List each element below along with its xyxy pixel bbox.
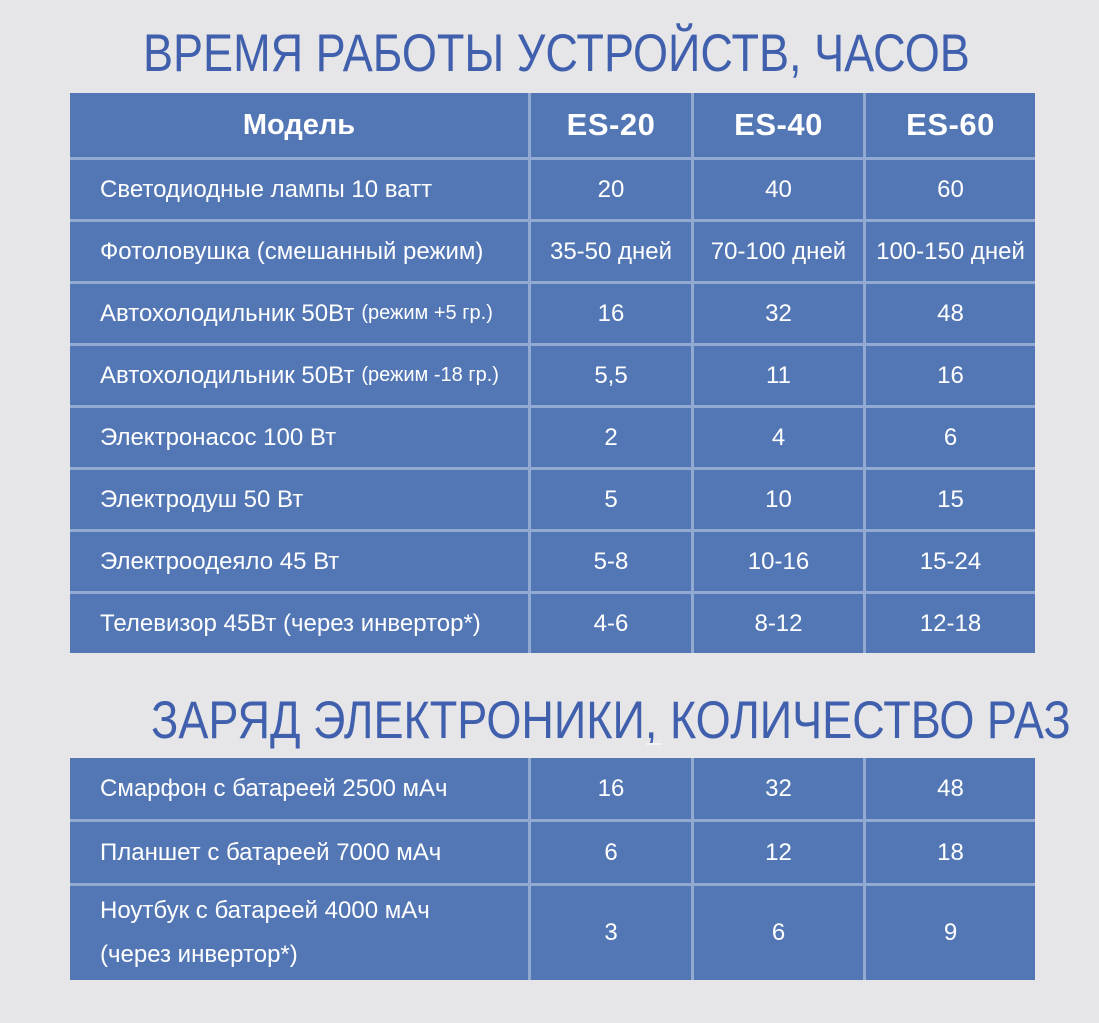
- charge-table-title: ЗАРЯД ЭЛЕКТРОНИКИ, КОЛИЧЕСТВО РАЗ: [70, 693, 1071, 749]
- device-label-note: (режим +5 гр.): [361, 302, 493, 324]
- runtime-value-es20: 5: [531, 470, 691, 529]
- runtime-value-es40: 4: [694, 408, 863, 467]
- header-model-cell: Модель: [70, 93, 528, 157]
- device-label: Планшет с батареей 7000 мАч: [70, 822, 528, 883]
- charge-table-title-text: ЗАРЯД ЭЛЕКТРОНИКИ, КОЛИЧЕСТВО РАЗ: [151, 691, 1071, 750]
- runtime-table-title: ВРЕМЯ РАБОТЫ УСТРОЙСТВ, ЧАСОВ: [70, 26, 1035, 82]
- device-label-note: (режим -18 гр.): [361, 364, 499, 386]
- runtime-value-es60: 16: [866, 346, 1035, 405]
- charge-table: Смарфон с батареей 2500 мАч 16 32 48 Пла…: [70, 758, 1035, 980]
- runtime-value-es60: 15: [866, 470, 1035, 529]
- runtime-value-es60: 48: [866, 284, 1035, 343]
- runtime-value-es20: 2: [531, 408, 691, 467]
- charge-value-es40: 32: [694, 758, 863, 819]
- runtime-value-es20: 4-6: [531, 594, 691, 653]
- runtime-value-es40: 8-12: [694, 594, 863, 653]
- device-label-text: Фотоловушка (смешанный режим): [100, 237, 484, 265]
- device-label-text: Ноутбук с батареей 4000 мАч: [100, 897, 430, 924]
- device-label-text: Светодиодные лампы 10 ватт: [100, 175, 433, 203]
- charge-value-es60: 48: [866, 758, 1035, 819]
- runtime-value-es20: 35-50 дней: [531, 222, 691, 281]
- device-label-text: Телевизор 45Вт (через инвертор*): [100, 609, 481, 637]
- device-label-text: Электроодеяло 45 Вт: [100, 547, 340, 575]
- device-label: Ноутбук с батареей 4000 мАч (через инвер…: [70, 886, 528, 980]
- runtime-value-es40: 32: [694, 284, 863, 343]
- device-label-subtext: (через инвертор*): [100, 941, 298, 968]
- runtime-value-es40: 10-16: [694, 532, 863, 591]
- content-column: ВРЕМЯ РАБОТЫ УСТРОЙСТВ, ЧАСОВ Модель ES-…: [70, 0, 1071, 980]
- header-es20-cell: ES-20: [531, 93, 691, 157]
- device-label: Электродуш 50 Вт: [70, 470, 528, 529]
- runtime-value-es20: 5-8: [531, 532, 691, 591]
- device-label-text: Автохолодильник 50Вт: [100, 299, 355, 327]
- runtime-value-es20: 5,5: [531, 346, 691, 405]
- device-label-text: Смарфон с батареей 2500 мАч: [100, 774, 448, 802]
- runtime-value-es60: 100-150 дней: [866, 222, 1035, 281]
- charge-value-es40: 12: [694, 822, 863, 883]
- device-label: Автохолодильник 50Вт (режим +5 гр.): [70, 284, 528, 343]
- device-label: Светодиодные лампы 10 ватт: [70, 160, 528, 219]
- header-es40-cell: ES-40: [694, 93, 863, 157]
- charge-value-es60: 18: [866, 822, 1035, 883]
- runtime-value-es40: 70-100 дней: [694, 222, 863, 281]
- device-label: Автохолодильник 50Вт (режим -18 гр.): [70, 346, 528, 405]
- runtime-value-es20: 16: [531, 284, 691, 343]
- runtime-value-es20: 20: [531, 160, 691, 219]
- device-label-text: Электродуш 50 Вт: [100, 485, 304, 513]
- device-label: Телевизор 45Вт (через инвертор*): [70, 594, 528, 653]
- runtime-value-es40: 11: [694, 346, 863, 405]
- device-label: Электроодеяло 45 Вт: [70, 532, 528, 591]
- device-label-text: Автохолодильник 50Вт: [100, 361, 355, 389]
- device-label: Фотоловушка (смешанный режим): [70, 222, 528, 281]
- runtime-value-es60: 60: [866, 160, 1035, 219]
- runtime-value-es60: 12-18: [866, 594, 1035, 653]
- runtime-value-es40: 40: [694, 160, 863, 219]
- runtime-value-es60: 15-24: [866, 532, 1035, 591]
- device-label-text: Планшет с батареей 7000 мАч: [100, 838, 442, 866]
- charge-value-es20: 3: [531, 886, 691, 980]
- device-label-text: Электронасос 100 Вт: [100, 423, 337, 451]
- device-label: Электронасос 100 Вт: [70, 408, 528, 467]
- charge-value-es60: 9: [866, 886, 1035, 980]
- stray-underline-artifact: [646, 743, 662, 745]
- runtime-value-es60: 6: [866, 408, 1035, 467]
- charge-value-es20: 6: [531, 822, 691, 883]
- charge-value-es20: 16: [531, 758, 691, 819]
- runtime-table: Модель ES-20 ES-40 ES-60 Светодиодные ла…: [70, 93, 1035, 653]
- header-es60-cell: ES-60: [866, 93, 1035, 157]
- charge-value-es40: 6: [694, 886, 863, 980]
- runtime-value-es40: 10: [694, 470, 863, 529]
- device-label: Смарфон с батареей 2500 мАч: [70, 758, 528, 819]
- runtime-table-title-text: ВРЕМЯ РАБОТЫ УСТРОЙСТВ, ЧАСОВ: [142, 24, 970, 83]
